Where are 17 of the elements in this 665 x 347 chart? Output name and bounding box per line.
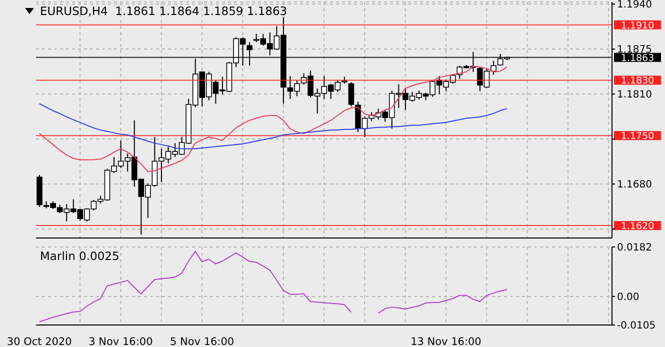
- chart-title: EURUSD,H4 1.1861 1.1864 1.1859 1.1863: [40, 4, 288, 18]
- y-tick-label: 1.1940: [617, 0, 652, 11]
- y-tick-label: 0.00: [617, 292, 640, 304]
- ref-line-label: 1.1620: [620, 221, 654, 232]
- ref-line-label: 1.1910: [620, 20, 654, 32]
- ref-line-label: 1.1750: [620, 131, 654, 142]
- x-tick-label: 5 Nov 16:00: [170, 336, 234, 347]
- x-tick-label: 13 Nov 16:00: [410, 336, 482, 347]
- y-tick-label: 0.0182: [617, 242, 652, 254]
- ref-line-label: 1.1830: [620, 76, 654, 87]
- x-tick-label: 30 Oct 2020: [6, 336, 72, 347]
- x-tick-label: 3 Nov 16:00: [88, 336, 153, 347]
- chart-title: Marlin 0.0025: [40, 249, 120, 263]
- y-tick-label: -0.0105: [617, 320, 656, 332]
- y-tick-label: 1.1810: [617, 90, 652, 101]
- ref-line-label: 1.1863: [620, 52, 654, 64]
- y-tick-label: 1.1680: [617, 180, 652, 191]
